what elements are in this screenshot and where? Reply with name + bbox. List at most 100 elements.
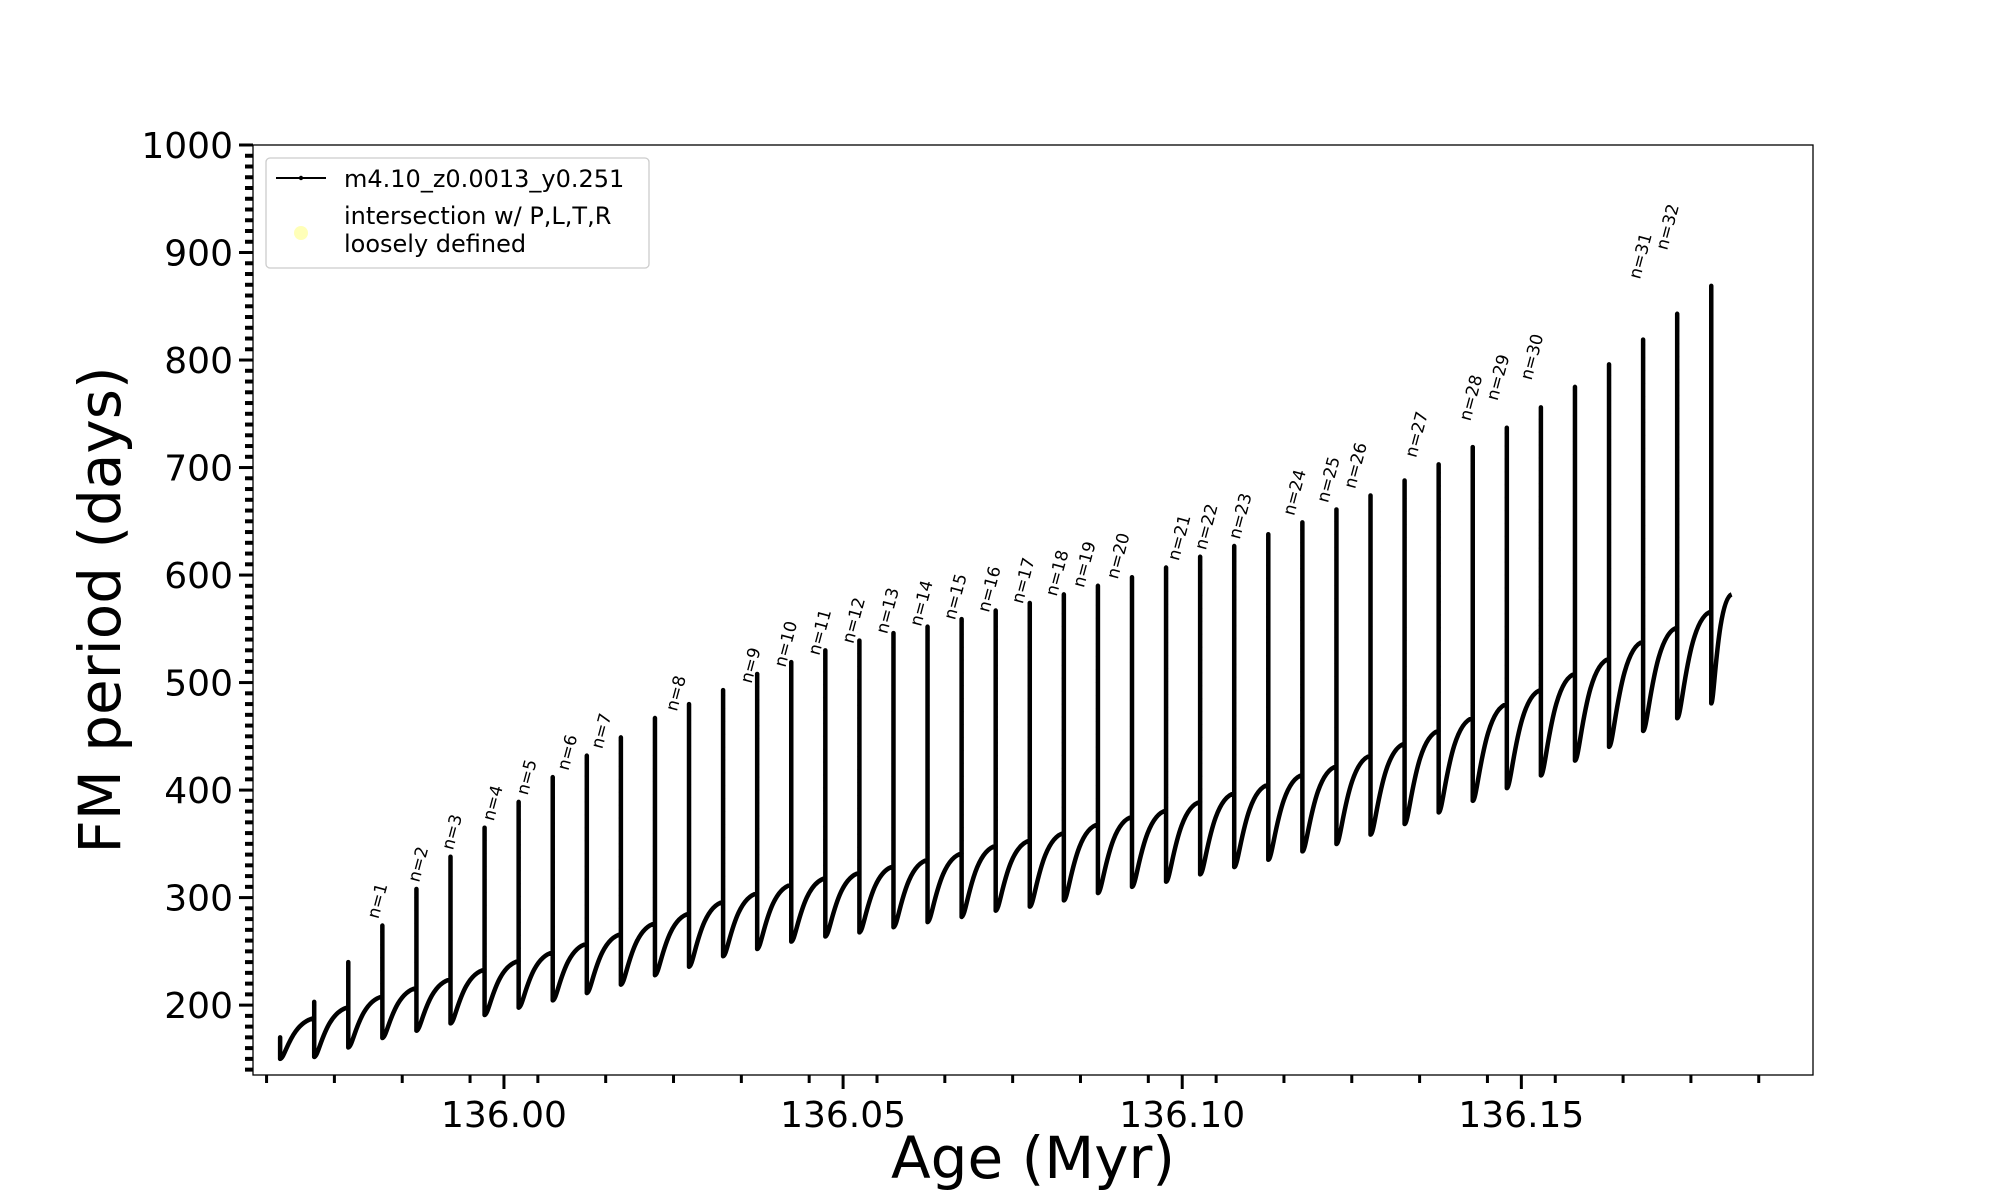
series-point (1368, 521, 1373, 526)
series-point (550, 924, 555, 929)
series-point (1675, 316, 1680, 321)
series-point (1061, 624, 1066, 629)
series-point (1232, 752, 1237, 757)
series-point (1607, 631, 1612, 636)
series-point (755, 852, 760, 857)
series-point (789, 714, 794, 719)
series-point (891, 709, 896, 714)
series-point (482, 928, 487, 933)
series-point (1675, 587, 1680, 592)
series-point (1368, 753, 1373, 758)
series-point (618, 803, 623, 808)
series-point (1061, 598, 1066, 603)
series-point (1300, 695, 1305, 700)
series-point (550, 937, 555, 942)
series-point (1504, 431, 1509, 436)
series-point (1709, 454, 1714, 459)
series-point (755, 749, 760, 754)
series-point (1300, 682, 1305, 687)
series-point (1027, 825, 1032, 830)
series-point (618, 893, 623, 898)
series-point (1334, 519, 1339, 524)
series-point (1402, 535, 1407, 540)
series-point (1470, 458, 1475, 463)
series-point (789, 689, 794, 694)
series-point (1164, 731, 1169, 736)
y-tick-label: 600 (164, 556, 233, 597)
series-point (1129, 608, 1134, 613)
series-point (1675, 612, 1680, 617)
series-point (1095, 693, 1100, 698)
series-point (1436, 625, 1441, 630)
series-point (925, 832, 930, 837)
series-point (1504, 560, 1509, 565)
series-point (925, 677, 930, 682)
series-point (1164, 614, 1169, 619)
series-point (1129, 660, 1134, 665)
series-point (652, 856, 657, 861)
series-point (1164, 692, 1169, 697)
series-point (1334, 738, 1339, 743)
series-point (823, 798, 828, 803)
series-point (1300, 527, 1305, 532)
series-point (652, 843, 657, 848)
series-point (1538, 675, 1543, 680)
series-point (1061, 637, 1066, 642)
series-point (925, 728, 930, 733)
series-point (1334, 558, 1339, 563)
series-point (652, 753, 657, 758)
series-point (1300, 592, 1305, 597)
series-point (1402, 587, 1407, 592)
series-point (925, 741, 930, 746)
series-point (1300, 669, 1305, 674)
series-point (1641, 536, 1646, 541)
series-point (1334, 609, 1339, 614)
series-point (1027, 799, 1032, 804)
series-point (959, 774, 964, 779)
series-point (278, 1056, 283, 1061)
series-point (1572, 478, 1577, 483)
series-point (993, 663, 998, 668)
series-point (1198, 696, 1203, 701)
series-point (959, 632, 964, 637)
series-point (1572, 671, 1577, 676)
series-point (1232, 636, 1237, 641)
series-point (959, 748, 964, 753)
y-tick-label: 900 (164, 234, 233, 275)
series-point (1266, 679, 1271, 684)
series-point (448, 912, 453, 917)
series-point (1607, 424, 1612, 429)
series-point (789, 727, 794, 732)
series-point (1300, 708, 1305, 713)
series-point (1129, 750, 1134, 755)
series-point (516, 868, 521, 873)
series-point (721, 822, 726, 827)
series-point (755, 878, 760, 883)
series-point (618, 764, 623, 769)
series-point (1129, 814, 1134, 819)
series-point (1266, 589, 1271, 594)
series-point (1607, 553, 1612, 558)
series-point (1675, 509, 1680, 514)
series-point (1266, 640, 1271, 645)
series-point (1368, 560, 1373, 565)
series-point (1198, 799, 1203, 804)
series-point (823, 824, 828, 829)
series-point (789, 805, 794, 810)
series-point (1436, 690, 1441, 695)
series-point (448, 925, 453, 930)
series-point (891, 722, 896, 727)
series-point (1538, 533, 1543, 538)
series-point (516, 855, 521, 860)
series-point (1572, 542, 1577, 547)
series-point (1470, 599, 1475, 604)
series-point (857, 677, 862, 682)
series-point (993, 740, 998, 745)
series-point (1232, 546, 1237, 551)
legend-line-marker (298, 175, 304, 181)
series-point (721, 745, 726, 750)
series-point (1164, 589, 1169, 594)
series-point (1164, 808, 1169, 813)
series-point (993, 611, 998, 616)
